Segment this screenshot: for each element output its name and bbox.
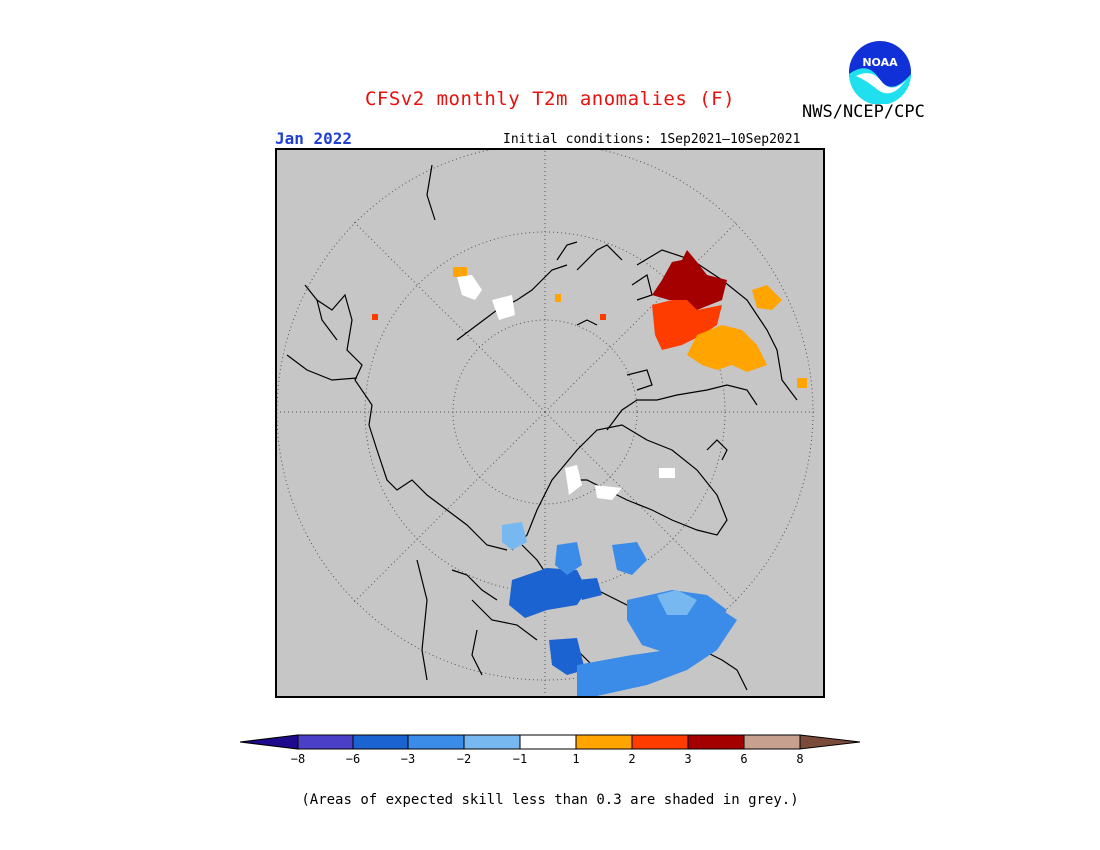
legend-label: −6: [345, 752, 361, 766]
warm-anomalies: [372, 250, 807, 388]
coastlines: [286, 164, 798, 691]
chart-title: CFSv2 monthly T2m anomalies (F): [364, 88, 736, 110]
legend-label: 3: [684, 752, 692, 766]
agency-label: NWS/NCEP/CPC: [802, 102, 925, 122]
forecast-month: Jan 2022: [275, 129, 353, 148]
legend-label: 2: [628, 752, 636, 766]
color-legend: [240, 734, 861, 750]
polar-map: [277, 150, 817, 696]
svg-text:NOAA: NOAA: [862, 56, 898, 69]
meridians: [277, 150, 817, 696]
cold-anomalies: [502, 522, 737, 696]
legend-label: −1: [512, 752, 528, 766]
initial-conditions: Initial conditions: 1Sep2021–10Sep2021: [503, 132, 801, 147]
legend-label: 6: [740, 752, 748, 766]
legend-label: −3: [400, 752, 416, 766]
legend-label: 8: [796, 752, 804, 766]
legend-label: −2: [456, 752, 472, 766]
legend-label: 1: [572, 752, 580, 766]
near-normal-white: [457, 275, 675, 500]
legend-label: −8: [290, 752, 306, 766]
noaa-logo: NOAA: [849, 41, 911, 104]
skill-footnote: (Areas of expected skill less than 0.3 a…: [301, 792, 799, 808]
map-panel: [275, 148, 825, 698]
